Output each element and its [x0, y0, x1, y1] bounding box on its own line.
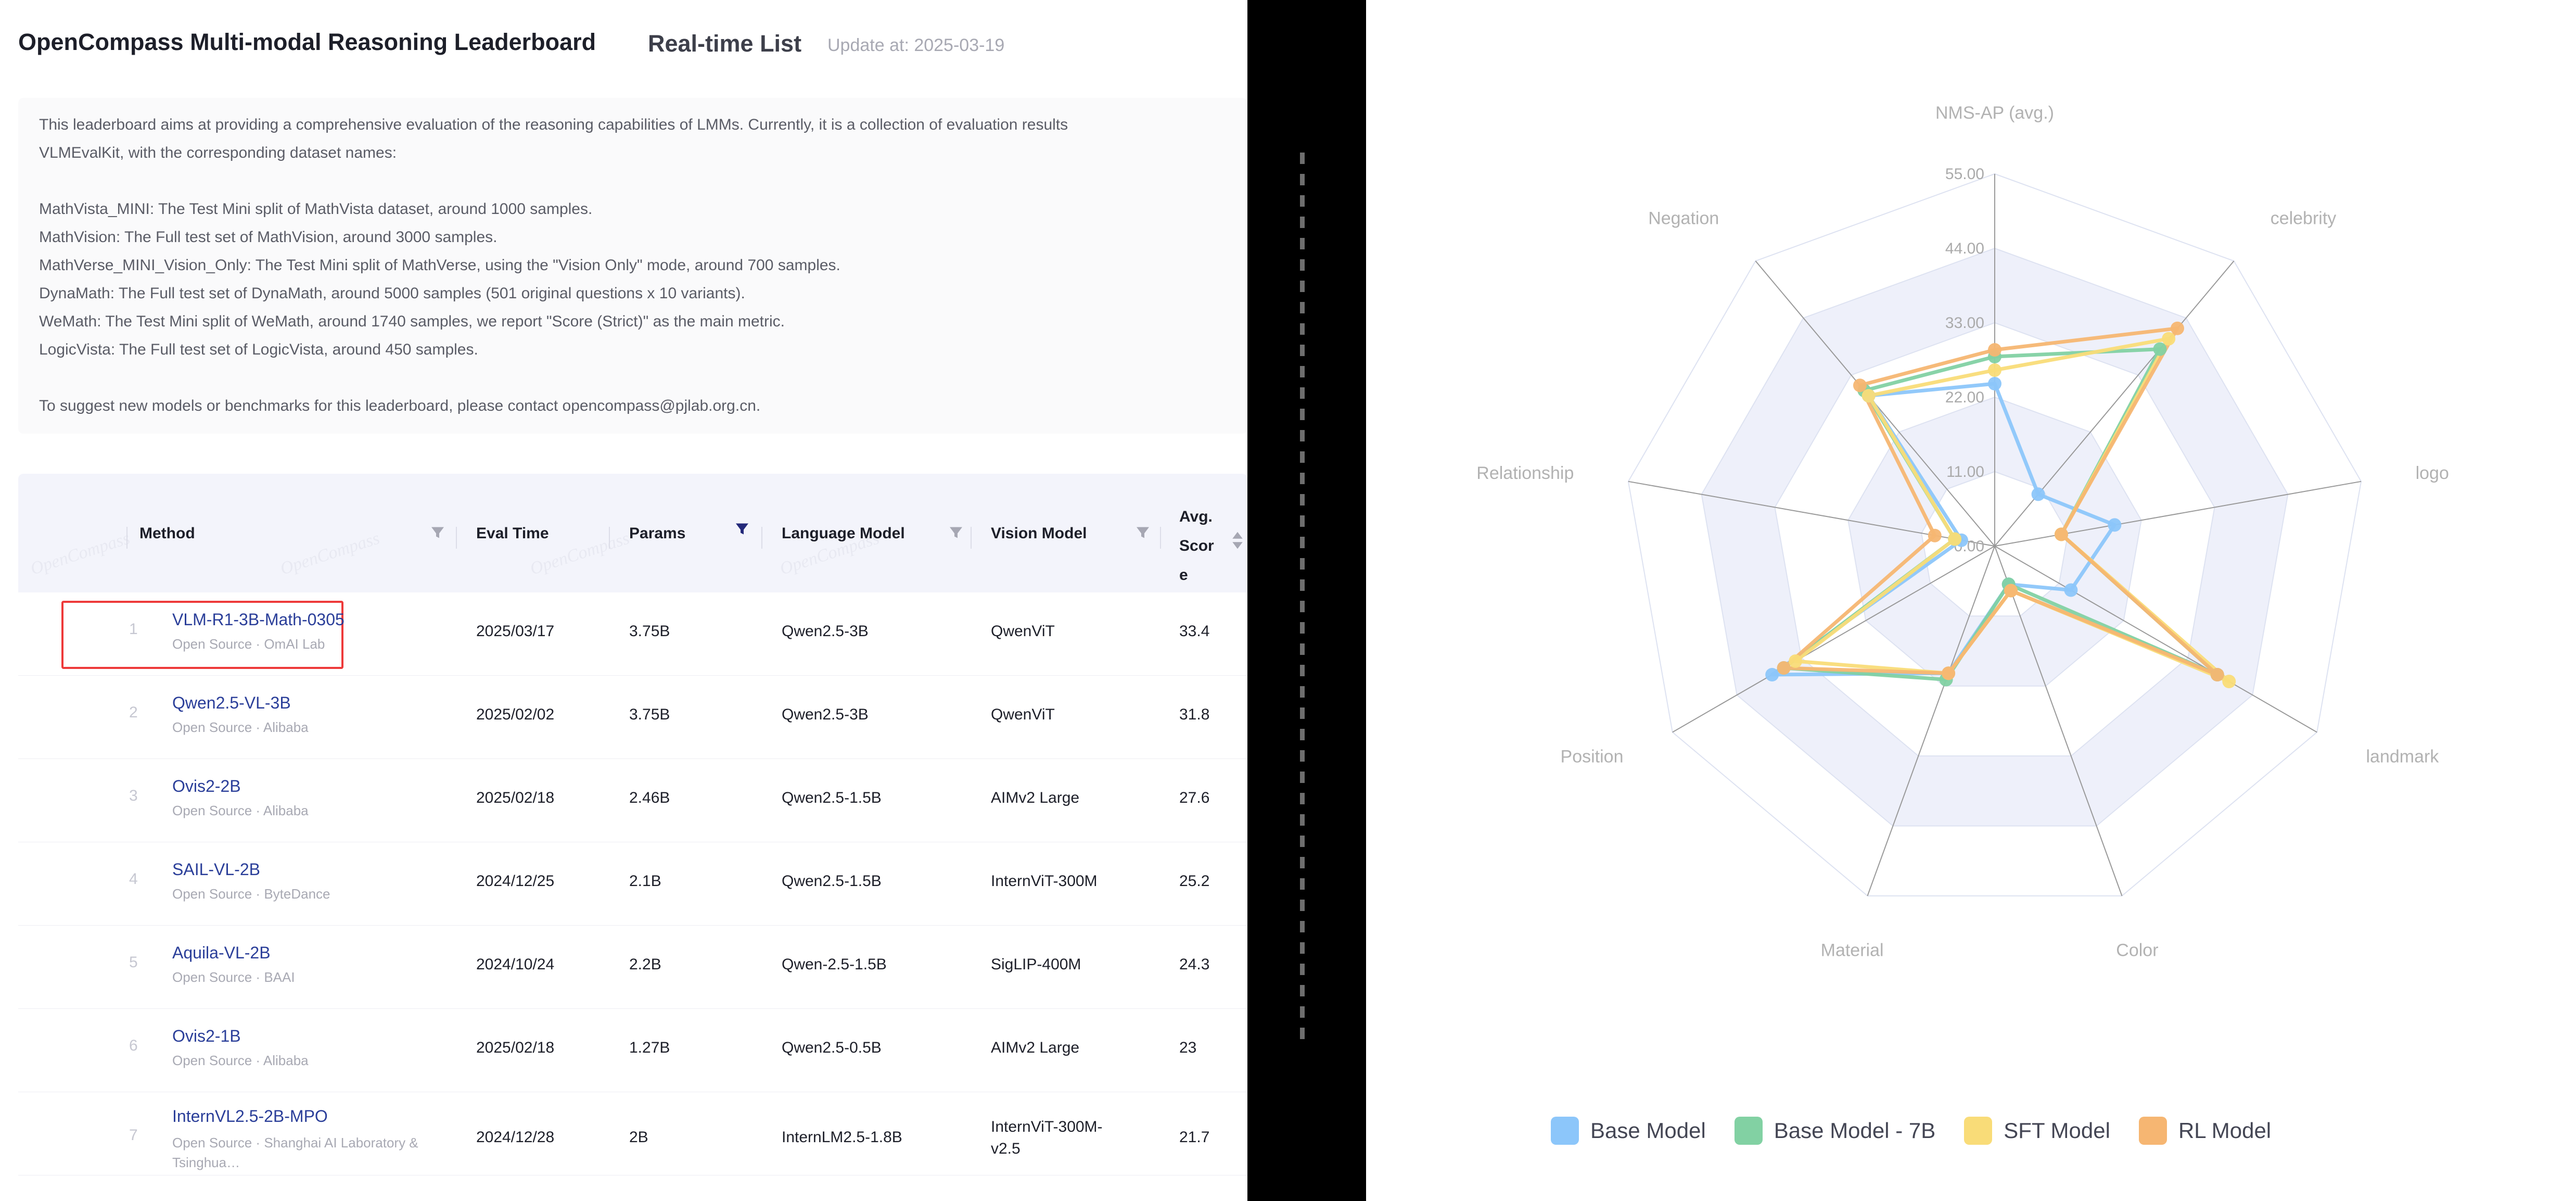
svg-text:44.00: 44.00 — [1945, 240, 1984, 257]
svg-text:11.00: 11.00 — [1946, 463, 1984, 481]
svg-text:Relationship: Relationship — [1476, 463, 1574, 483]
svg-text:33.00: 33.00 — [1945, 314, 1984, 332]
svg-text:Negation: Negation — [1648, 209, 1719, 229]
svg-text:celebrity: celebrity — [2271, 209, 2337, 229]
svg-text:Material: Material — [1821, 941, 1884, 960]
svg-text:landmark: landmark — [2366, 747, 2440, 766]
svg-text:logo: logo — [2416, 463, 2449, 483]
svg-text:Color: Color — [2116, 941, 2158, 960]
svg-text:55.00: 55.00 — [1945, 166, 1984, 183]
svg-text:NMS-AP (avg.): NMS-AP (avg.) — [1935, 103, 2054, 123]
svg-text:22.00: 22.00 — [1945, 389, 1984, 406]
svg-text:Position: Position — [1561, 747, 1624, 766]
